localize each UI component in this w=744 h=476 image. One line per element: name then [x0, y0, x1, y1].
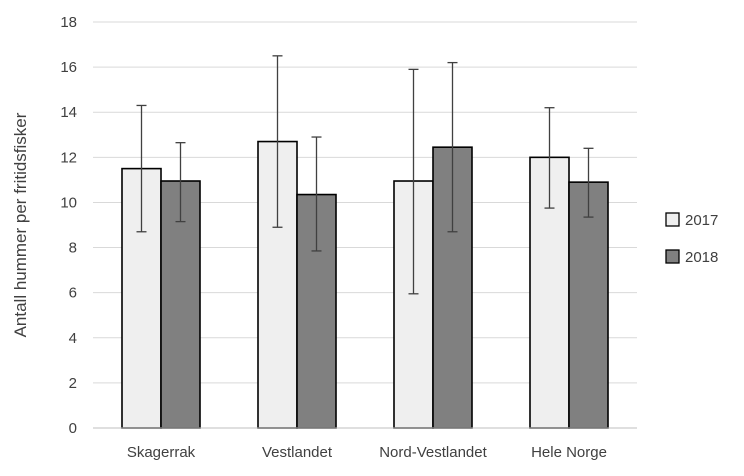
y-tick-label: 4	[69, 330, 77, 347]
y-tick-label: 16	[60, 59, 77, 76]
y-tick-label: 0	[69, 420, 77, 437]
x-tick-label: Hele Norge	[531, 444, 607, 461]
y-axis-label: Antall hummer per fritidsfisker	[11, 112, 30, 337]
legend-item-2018: 2018	[665, 249, 718, 266]
error-bar	[311, 136, 322, 252]
x-axis-tick-labels: Skagerrak Vestlandet Nord-Vestlandet Hele N…	[127, 444, 607, 461]
error-bar	[175, 142, 186, 223]
y-tick-label: 10	[60, 194, 77, 211]
y-axis-tick-labels: 0 2 4 6 8 10 12 14 16 18	[60, 14, 77, 437]
legend-label: 2017	[685, 212, 718, 229]
y-tick-label: 14	[60, 104, 77, 121]
bars	[121, 140, 609, 429]
x-tick-label: Skagerrak	[127, 444, 196, 461]
error-bar	[272, 55, 283, 228]
legend-swatch	[665, 249, 680, 264]
error-bar	[544, 107, 555, 209]
error-bar	[136, 104, 147, 233]
y-tick-label: 6	[69, 285, 77, 302]
error-bar	[583, 147, 594, 218]
error-bars	[136, 55, 594, 295]
legend: 2017 2018	[665, 212, 718, 266]
error-bar	[447, 61, 458, 233]
legend-label: 2018	[685, 249, 718, 266]
y-tick-label: 18	[60, 14, 77, 31]
y-tick-label: 12	[60, 149, 77, 166]
x-tick-label: Vestlandet	[262, 444, 333, 461]
legend-swatch	[665, 212, 680, 227]
bar-2018-hele-norge	[568, 181, 609, 429]
y-tick-label: 2	[69, 375, 77, 392]
x-tick-label: Nord-Vestlandet	[379, 444, 487, 461]
y-tick-label: 8	[69, 240, 77, 257]
legend-item-2017: 2017	[665, 212, 718, 229]
error-bar	[408, 68, 419, 295]
